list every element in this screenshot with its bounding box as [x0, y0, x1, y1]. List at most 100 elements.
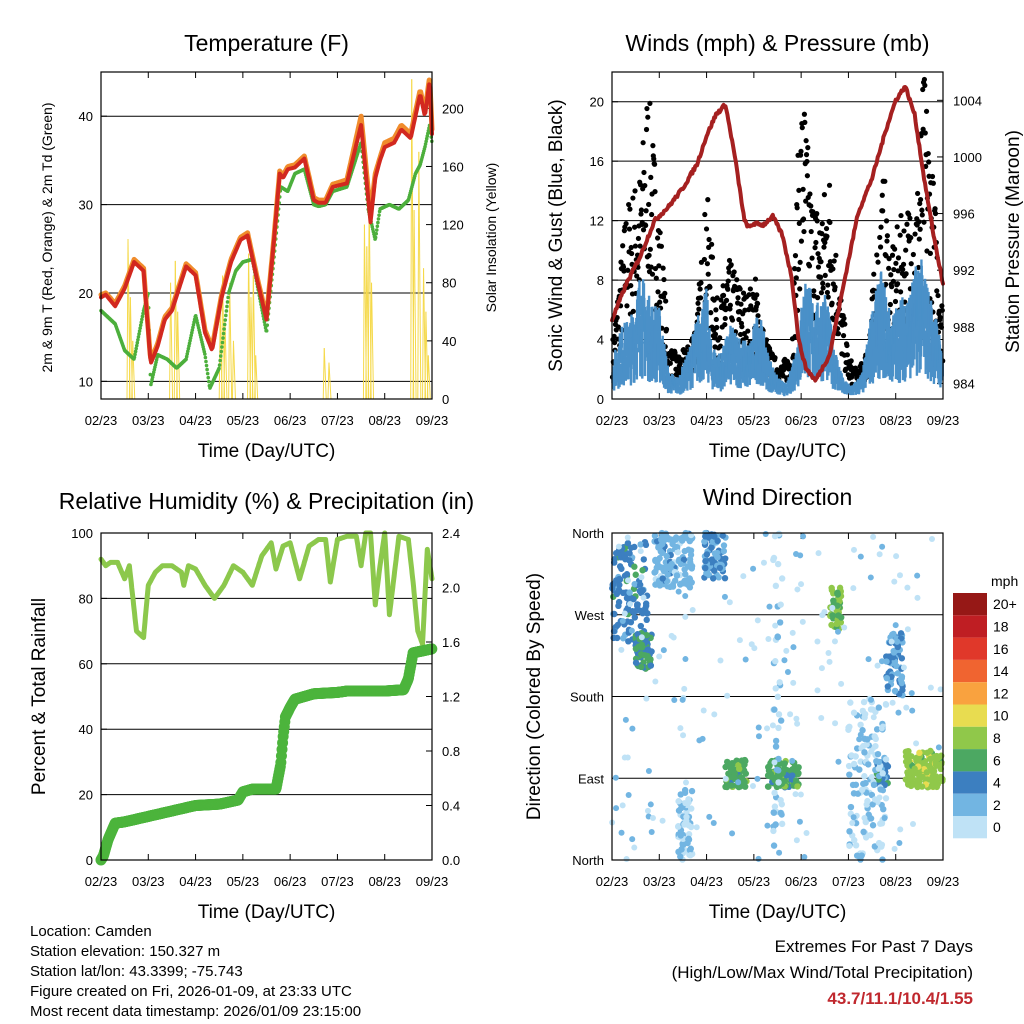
direction-point: [859, 707, 866, 715]
direction-point: [677, 725, 684, 732]
gust-point: [632, 188, 638, 194]
gust-point: [811, 288, 817, 294]
direction-point: [898, 655, 906, 662]
direction-point: [856, 736, 863, 743]
humidity-ylabel: Percent & Total Rainfall: [29, 598, 50, 795]
gust-point: [742, 307, 748, 313]
direction-point: [649, 815, 656, 822]
legend-label: 10: [993, 708, 1009, 724]
wind-direction-ytick-label: East: [578, 771, 604, 786]
legend-swatch: [953, 749, 987, 772]
direction-point: [858, 786, 866, 794]
legend-swatch: [953, 771, 987, 794]
direction-point: [677, 561, 684, 568]
gust-point: [892, 246, 898, 252]
gust-point: [643, 222, 649, 229]
winds-ytick-label: 4: [597, 333, 604, 348]
direction-point: [615, 602, 622, 610]
direction-point: [883, 658, 890, 665]
direction-point: [861, 714, 868, 721]
gust-point: [842, 321, 848, 327]
legend-label: 18: [993, 618, 1009, 634]
gust-point: [797, 286, 803, 292]
gust-point: [632, 243, 639, 249]
gust-point: [912, 231, 918, 237]
gust-point: [827, 258, 833, 265]
direction-point: [765, 767, 773, 774]
gust-point: [907, 215, 913, 221]
gust-point: [798, 238, 805, 244]
direction-point: [876, 794, 883, 801]
direction-point: [621, 610, 628, 617]
direction-point: [888, 638, 895, 645]
direction-point: [611, 556, 618, 563]
gust-point: [901, 228, 907, 234]
direction-point: [874, 750, 882, 758]
humidity-ytick-right-label: 2.4: [442, 526, 460, 541]
dewpoint-point: [217, 363, 222, 367]
temperature-xtick-label: 06/23: [274, 413, 307, 428]
gust-point: [935, 292, 941, 299]
gust-point: [735, 295, 741, 301]
direction-point: [623, 571, 631, 578]
station-latlon: Station lat/lon: 43.3399; -75.743: [30, 963, 243, 980]
gust-point: [921, 76, 928, 83]
direction-point: [895, 709, 902, 716]
solar-spike: [229, 282, 233, 400]
direction-point: [724, 758, 731, 766]
gust-point: [916, 236, 922, 242]
humidity-xtick-label: 03/23: [132, 874, 165, 889]
gust-point: [797, 152, 804, 158]
gust-point: [930, 180, 936, 186]
direction-point: [775, 530, 783, 537]
dewpoint-point: [137, 332, 141, 336]
solar-spike: [177, 311, 181, 400]
direction-point: [713, 552, 720, 559]
direction-point: [861, 773, 868, 780]
direction-point: [615, 543, 622, 550]
direction-point: [914, 783, 921, 791]
direction-point: [656, 653, 663, 660]
gust-point: [819, 221, 825, 227]
winds-panel: Winds (mph) & Pressure (mb) Time (Day/UTC…: [546, 30, 1024, 462]
humidity-panel: Relative Humidity (%) & Precipitation (i…: [29, 488, 474, 923]
gust-point: [728, 262, 734, 268]
gust-point: [815, 251, 821, 257]
gust-point: [920, 86, 926, 93]
direction-point: [797, 791, 804, 798]
gust-point: [763, 337, 770, 343]
direction-point: [652, 678, 659, 685]
solar-spike: [328, 362, 332, 400]
wind-direction-xtick-label: 02/23: [596, 874, 629, 889]
direction-point: [850, 546, 857, 553]
direction-point: [793, 551, 800, 558]
direction-point: [624, 534, 631, 541]
direction-point: [625, 638, 632, 645]
direction-point: [801, 854, 808, 861]
humidity-ytick-right-label: 0.0: [442, 853, 460, 868]
direction-point: [657, 543, 664, 550]
direction-point: [860, 698, 868, 706]
direction-point: [826, 658, 833, 665]
gust-point: [746, 292, 752, 298]
direction-point: [778, 811, 785, 818]
direction-point: [882, 700, 889, 707]
direction-point: [675, 807, 683, 814]
direction-point: [664, 534, 672, 542]
direction-point: [894, 670, 901, 677]
direction-point: [880, 787, 887, 794]
direction-point: [792, 791, 799, 798]
direction-point: [789, 772, 796, 779]
temperature-ytick-right-label: 80: [442, 276, 456, 291]
direction-point: [772, 658, 779, 665]
direction-point: [869, 822, 877, 829]
direction-point: [898, 679, 905, 687]
direction-point: [717, 657, 724, 664]
direction-point: [828, 584, 835, 592]
direction-point: [612, 774, 619, 781]
winds-ytick-right-label: 984: [953, 376, 975, 391]
solar-spike: [132, 340, 136, 400]
direction-point: [906, 775, 914, 782]
direction-point: [776, 619, 784, 626]
winds-xtick-label: 07/23: [832, 413, 865, 428]
